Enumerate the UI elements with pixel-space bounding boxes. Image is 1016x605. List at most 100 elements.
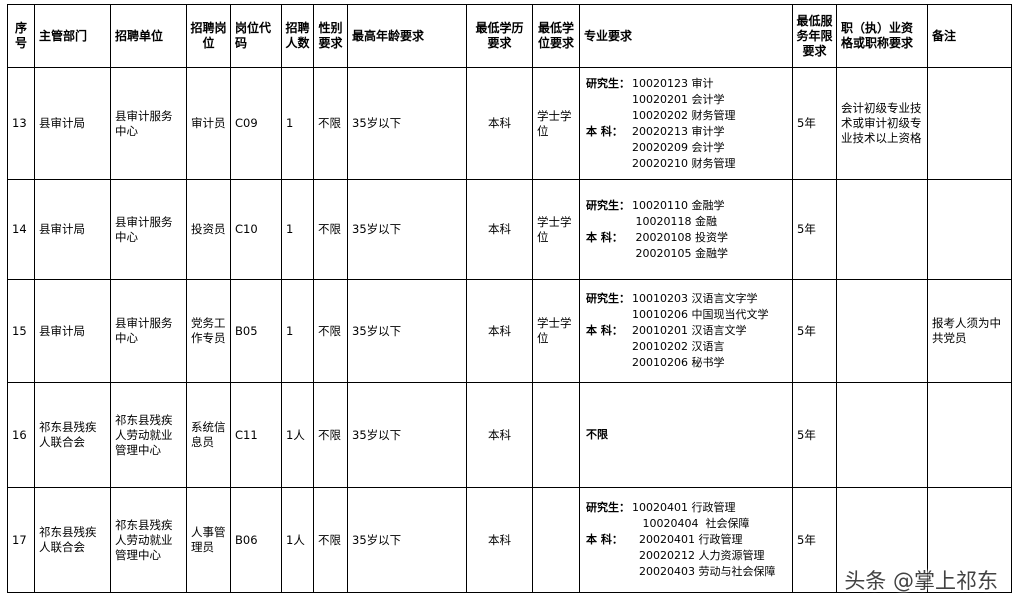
cell-dept: 县审计局 — [34, 67, 111, 180]
header-code: 岗位代码 — [230, 4, 282, 68]
cell-code: C09 — [230, 67, 282, 180]
cell-service: 5年 — [792, 179, 837, 280]
spec-line: 本 科： 20010201 汉语言文学 — [586, 323, 788, 339]
cell-unit: 祁东县残疾人劳动就业管理中心 — [110, 382, 187, 488]
cell-no: 13 — [7, 67, 35, 180]
cell-no: 16 — [7, 382, 35, 488]
spec-label — [586, 307, 632, 323]
cell-unit: 县审计服务中心 — [110, 67, 187, 180]
spec-value: 20010202 汉语言 — [632, 340, 725, 353]
spec-label: 研究生： — [586, 292, 630, 305]
spec-label: 本 科： — [586, 230, 623, 244]
cell-no: 17 — [7, 487, 35, 593]
cell-service: 5年 — [792, 279, 837, 383]
header-age: 最高年龄要求 — [347, 4, 467, 68]
spec-label — [586, 516, 632, 532]
cell-post: 审计员 — [186, 67, 231, 180]
spec-value: 10020118 金融 — [632, 214, 717, 228]
cell-qual — [836, 279, 928, 383]
spec-label: 研究生： — [586, 76, 630, 90]
cell-count: 1人 — [281, 382, 314, 488]
cell-note — [927, 179, 1012, 280]
cell-spec: 研究生： 10020123 审计 10020201 会计学 10020202 财务管理… — [579, 67, 793, 180]
spec-value — [632, 427, 788, 443]
spec-value: 20010206 秘书学 — [632, 356, 725, 369]
spec-line: 10020202 财务管理 — [586, 108, 788, 124]
cell-spec: 研究生： 10010203 汉语言文字学 10010206 中国现当代文学本 科： 2… — [579, 279, 793, 383]
spec-label — [586, 140, 632, 156]
cell-gender: 不限 — [313, 382, 348, 488]
spec-value: 10010203 汉语言文字学 — [632, 292, 758, 305]
spec-label — [586, 564, 632, 580]
spec-line: 研究生： 10020401 行政管理 — [586, 500, 788, 516]
spec-label — [586, 92, 632, 108]
header-no: 序号 — [7, 4, 35, 68]
watermark: 头条 @掌上祁东 — [844, 569, 998, 593]
cell-unit: 县审计服务中心 — [110, 279, 187, 383]
cell-dept: 县审计局 — [34, 279, 111, 383]
cell-note — [927, 487, 1012, 593]
cell-edu: 本科 — [466, 67, 533, 180]
cell-qual: 会计初级专业技术或审计初级专业技术以上资格 — [836, 67, 928, 180]
header-degree: 最低学位要求 — [532, 4, 580, 68]
spec-line: 20010206 秘书学 — [586, 355, 788, 371]
spec-label — [586, 339, 632, 355]
spec-label: 本 科： — [586, 124, 623, 138]
cell-edu: 本科 — [466, 487, 533, 593]
cell-count: 1 — [281, 179, 314, 280]
spec-value: 20020210 财务管理 — [632, 156, 736, 170]
spec-line: 20020212 人力资源管理 — [586, 548, 788, 564]
cell-no: 15 — [7, 279, 35, 383]
cell-code: C11 — [230, 382, 282, 488]
spec-line: 研究生： 10010203 汉语言文字学 — [586, 291, 788, 307]
cell-qual — [836, 487, 928, 593]
cell-unit: 县审计服务中心 — [110, 179, 187, 280]
cell-note — [927, 67, 1012, 180]
spec-value: 20010201 汉语言文学 — [632, 324, 747, 337]
cell-code: C10 — [230, 179, 282, 280]
header-post: 招聘岗位 — [186, 4, 231, 68]
header-row: 序号 主管部门 招聘单位 招聘岗位 岗位代码 招聘人数 性别要求 最高年龄要求 最低学历要求 最低… — [7, 4, 1012, 68]
spec-label: 本 科： — [586, 324, 623, 337]
table-row: 13 县审计局 县审计服务中心 审计员 C09 1 不限 35岁以下 本科 学士学位 研究生： 100… — [7, 67, 1012, 180]
cell-age: 35岁以下 — [347, 382, 467, 488]
spec-label — [586, 108, 632, 124]
cell-degree: 学士学位 — [532, 279, 580, 383]
cell-post: 系统信息员 — [186, 382, 231, 488]
cell-service: 5年 — [792, 67, 837, 180]
spec-line: 本 科： 20020108 投资学 — [586, 230, 788, 246]
spec-label: 不限 — [586, 428, 608, 441]
table-row: 15 县审计局 县审计服务中心 党务工作专员 B05 1 不限 35岁以下 本科 学士学位 研究生：… — [7, 279, 1012, 383]
spec-line: 不限 — [586, 427, 788, 443]
cell-degree — [532, 487, 580, 593]
spec-value: 20020209 会计学 — [632, 140, 725, 154]
spec-label — [586, 156, 632, 172]
spec-line: 本 科： 20020213 审计学 — [586, 124, 788, 140]
cell-age: 35岁以下 — [347, 487, 467, 593]
cell-dept: 祁东县残疾人联合会 — [34, 487, 111, 593]
spec-line: 10010206 中国现当代文学 — [586, 307, 788, 323]
spec-value: 20020212 人力资源管理 — [632, 549, 765, 562]
spec-line: 20020209 会计学 — [586, 140, 788, 156]
spec-value: 10020123 审计 — [632, 76, 714, 90]
cell-post: 党务工作专员 — [186, 279, 231, 383]
spec-value: 10020401 行政管理 — [632, 501, 736, 514]
cell-edu: 本科 — [466, 179, 533, 280]
header-qual: 职（执）业资格或职称要求 — [836, 4, 928, 68]
recruitment-table: 序号 主管部门 招聘单位 招聘岗位 岗位代码 招聘人数 性别要求 最高年龄要求 最低学历要求 最低… — [7, 4, 1012, 593]
spec-label: 研究生： — [586, 501, 630, 514]
cell-service: 5年 — [792, 382, 837, 488]
cell-service: 5年 — [792, 487, 837, 593]
table-row: 17 祁东县残疾人联合会 祁东县残疾人劳动就业管理中心 人事管理员 B06 1人 不限 35岁… — [7, 487, 1012, 593]
cell-qual — [836, 179, 928, 280]
cell-gender: 不限 — [313, 67, 348, 180]
spec-line: 20020403 劳动与社会保障 — [586, 564, 788, 580]
cell-spec: 不限 — [579, 382, 793, 488]
cell-unit: 祁东县残疾人劳动就业管理中心 — [110, 487, 187, 593]
cell-qual — [836, 382, 928, 488]
cell-degree — [532, 382, 580, 488]
spec-label — [586, 548, 632, 564]
header-edu: 最低学历要求 — [466, 4, 533, 68]
cell-post: 投资员 — [186, 179, 231, 280]
spec-label: 本 科： — [586, 533, 623, 546]
